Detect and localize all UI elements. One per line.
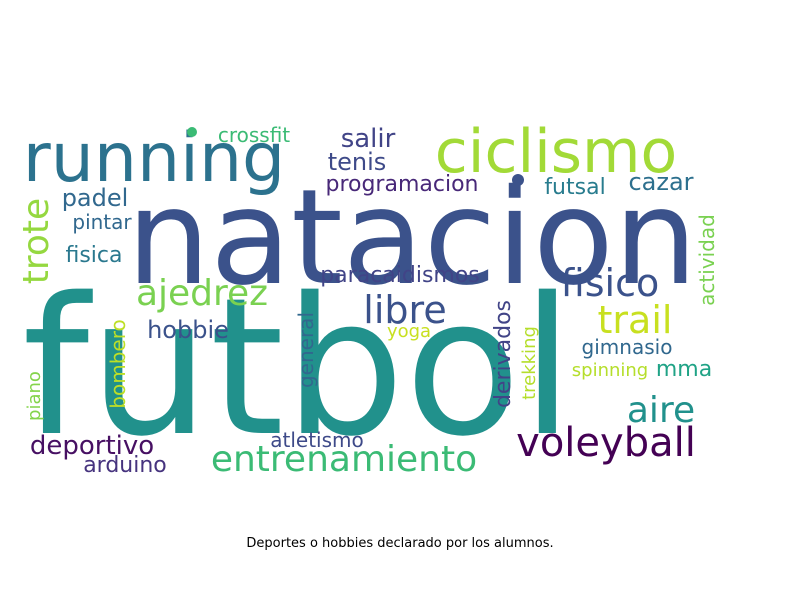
word-cazar: cazar (628, 168, 693, 196)
word-fisica: fisica (65, 243, 122, 268)
word-ajedrez: ajedrez (136, 273, 268, 314)
word-crossfit: crossfit (218, 123, 290, 147)
word-natacion: natacion (127, 161, 698, 315)
word-mma: mma (656, 357, 712, 382)
word-aire: aire (627, 390, 695, 431)
word-libre: libre (363, 288, 446, 332)
word-programacion: programacion (325, 172, 478, 197)
figure-caption: Deportes o hobbies declarado por los alu… (246, 536, 554, 551)
word-running: running (23, 119, 285, 198)
word-trekking: trekking (519, 326, 540, 400)
word-tenis: tenis (328, 148, 387, 176)
word-piano: piano (24, 371, 45, 421)
word-spinning: spinning (572, 360, 648, 381)
dot-mark (512, 174, 524, 186)
word-ciclismo: ciclismo (435, 117, 677, 187)
word-futsal: futsal (544, 175, 605, 200)
word-general: general (294, 312, 318, 388)
word-trote: trote (16, 198, 57, 284)
word-atletismo: atletismo (270, 428, 364, 452)
word-salir: salir (341, 124, 396, 154)
word-paracaidismos: paracaidismos (320, 263, 480, 288)
word-actividad: actividad (695, 214, 719, 306)
word-derivados: derivados (491, 300, 516, 408)
word-padel: padel (62, 184, 129, 212)
word-entrenamiento: entrenamiento (211, 439, 477, 480)
word-hobbie: hobbie (147, 316, 229, 344)
word-futbol: futbol (22, 257, 573, 478)
dot-mark (187, 127, 197, 137)
word-deportivo: deportivo (30, 431, 154, 461)
word-arduino: arduino (83, 453, 167, 478)
word-pintar: pintar (72, 210, 132, 234)
word-fisico: fisico (561, 261, 659, 305)
word-voleyball: voleyball (516, 420, 696, 466)
word-gimnasio: gimnasio (582, 335, 673, 359)
word-bombero: bombero (106, 319, 130, 408)
word-yoga: yoga (387, 321, 431, 342)
word-trail: trail (598, 298, 673, 342)
